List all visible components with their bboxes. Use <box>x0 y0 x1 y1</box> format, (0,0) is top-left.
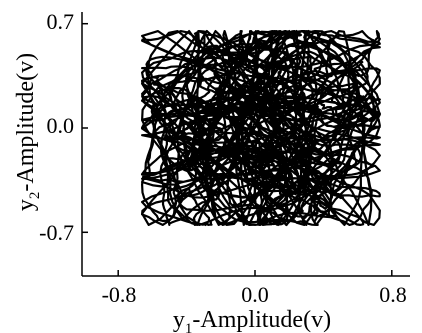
attractor-trajectory <box>141 30 381 226</box>
y-tick-label: 0.0 <box>47 113 75 138</box>
y-tick-label: 0.7 <box>47 9 75 34</box>
axis-ticks <box>82 22 393 276</box>
y-axis-title-rest: -Amplitude(v) <box>13 53 39 192</box>
x-tick-label: -0.8 <box>102 282 137 307</box>
y-axis-title-subscript: 2 <box>27 192 43 200</box>
y-axis-title: y2-Amplitude(v) <box>13 53 43 211</box>
x-axis-title-base: y <box>173 307 185 333</box>
x-axis-title: y1-Amplitude(v) <box>173 307 331 333</box>
x-tick-label: 0.8 <box>379 282 407 307</box>
x-tick-label: 0.0 <box>241 282 269 307</box>
y-axis-title-base: y <box>13 199 39 211</box>
trajectory-path <box>141 30 381 226</box>
x-axis-title-subscript: 1 <box>185 321 193 333</box>
x-axis-title-rest: -Amplitude(v) <box>192 307 331 333</box>
y-tick-label: -0.7 <box>39 220 74 245</box>
